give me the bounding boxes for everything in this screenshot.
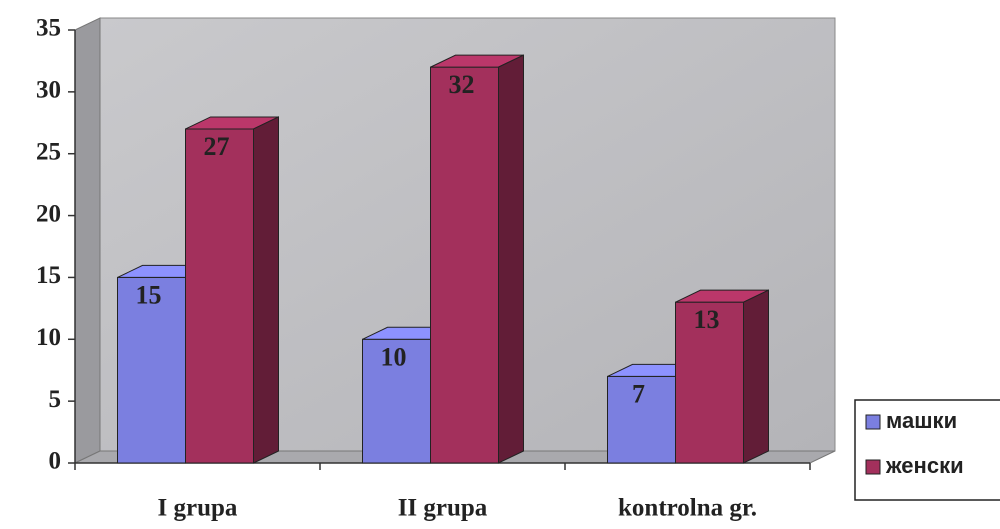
bar-side [253, 116, 279, 464]
value-label: 7 [632, 379, 645, 408]
legend-label: женски [885, 453, 964, 478]
bar-front [607, 375, 676, 464]
value-label: 15 [136, 280, 162, 309]
bar-side [498, 54, 524, 464]
y-tick-label: 20 [36, 200, 61, 227]
bar-front [362, 338, 431, 464]
x-tick-label: kontrolna gr. [618, 495, 757, 522]
value-label: 27 [204, 132, 230, 161]
value-label: 13 [694, 305, 720, 334]
value-label: 10 [381, 342, 407, 371]
bar-front [675, 301, 744, 464]
y-tick-label: 30 [36, 77, 61, 104]
legend-swatch [865, 459, 881, 475]
legend [854, 399, 1000, 501]
y-tick-label: 25 [36, 138, 61, 165]
y-tick-label: 35 [36, 15, 61, 42]
bar-side [743, 289, 769, 464]
legend-swatch [865, 414, 881, 430]
x-tick-label: I grupa [158, 495, 238, 522]
value-label: 32 [449, 70, 475, 99]
x-tick-label: II grupa [398, 495, 488, 522]
y-tick-label: 15 [36, 262, 61, 289]
bar-front [185, 128, 254, 464]
legend-label: машки [886, 408, 957, 433]
y-tick-label: 0 [49, 448, 62, 475]
bar-front [430, 66, 499, 464]
bar-front [117, 276, 186, 464]
y-tick-label: 10 [36, 324, 61, 351]
y-tick-label: 5 [49, 386, 62, 413]
side-wall [74, 17, 101, 464]
